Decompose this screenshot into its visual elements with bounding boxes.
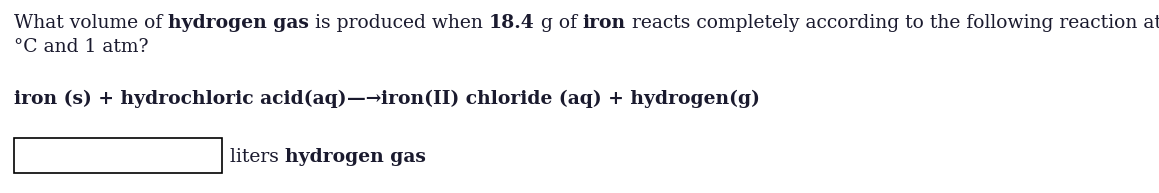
Text: iron: iron <box>583 14 626 32</box>
Text: What volume of: What volume of <box>14 14 168 32</box>
Text: liters: liters <box>229 148 285 166</box>
Text: is produced when: is produced when <box>309 14 489 32</box>
Text: reacts completely according to the following reaction at 25: reacts completely according to the follo… <box>626 14 1159 32</box>
Text: —→: —→ <box>347 90 381 108</box>
Text: 18.4: 18.4 <box>489 14 534 32</box>
Text: iron(II) chloride (aq) + hydrogen(g): iron(II) chloride (aq) + hydrogen(g) <box>381 90 760 108</box>
Text: hydrogen gas: hydrogen gas <box>168 14 309 32</box>
Bar <box>14 138 223 173</box>
Text: °C and 1 atm?: °C and 1 atm? <box>14 38 148 56</box>
Text: g of: g of <box>534 14 583 32</box>
Text: iron (s) + hydrochloric acid(aq): iron (s) + hydrochloric acid(aq) <box>14 90 347 108</box>
Text: hydrogen gas: hydrogen gas <box>285 148 425 166</box>
